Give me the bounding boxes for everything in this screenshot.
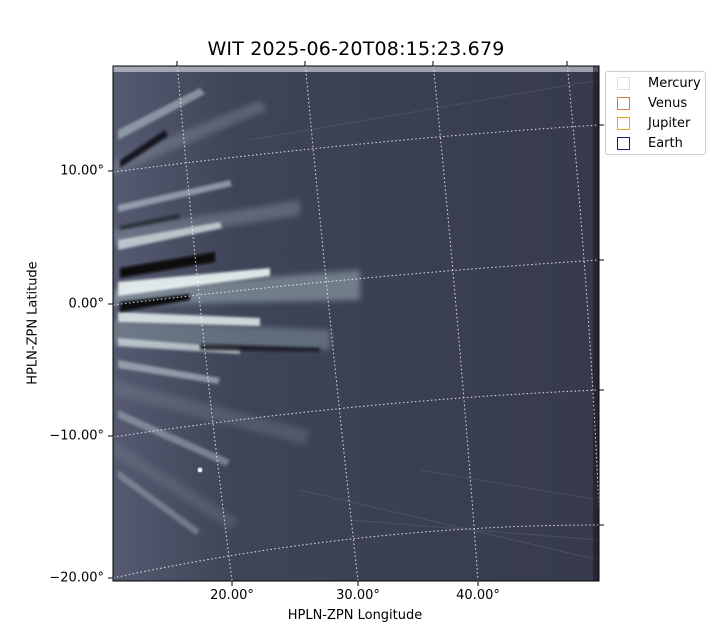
legend-swatch-jupiter [617, 116, 630, 130]
legend-label: Earth [648, 135, 683, 151]
legend-label: Mercury [648, 75, 701, 91]
legend-label: Venus [648, 95, 688, 111]
plot-title: WIT 2025-06-20T08:15:23.679 [207, 38, 505, 60]
legend-swatch-venus [617, 96, 630, 110]
y-tick-label: −10.00° [49, 428, 104, 444]
x-tick-label: 30.00° [336, 588, 380, 603]
legend-item: Earth [617, 135, 683, 151]
y-tick-label: 0.00° [68, 296, 104, 312]
plot-frame [112, 65, 600, 582]
legend-swatch-earth [617, 136, 630, 150]
x-tick-label: 20.00° [210, 588, 254, 603]
y-tick-label: −20.00° [49, 570, 104, 586]
x-tick-label: 40.00° [456, 588, 500, 603]
legend-swatch-mercury [617, 76, 630, 90]
y-axis-label: HPLN-ZPN Latitude [25, 261, 41, 385]
legend-label: Jupiter [648, 115, 691, 131]
x-axis-label: HPLN-ZPN Longitude [287, 608, 423, 623]
y-tick-label: 10.00° [60, 163, 104, 179]
legend-item: Mercury [617, 75, 701, 91]
legend-item: Venus [617, 95, 687, 111]
legend: Mercury Venus Jupiter Earth [605, 71, 706, 155]
legend-item: Jupiter [617, 115, 690, 131]
